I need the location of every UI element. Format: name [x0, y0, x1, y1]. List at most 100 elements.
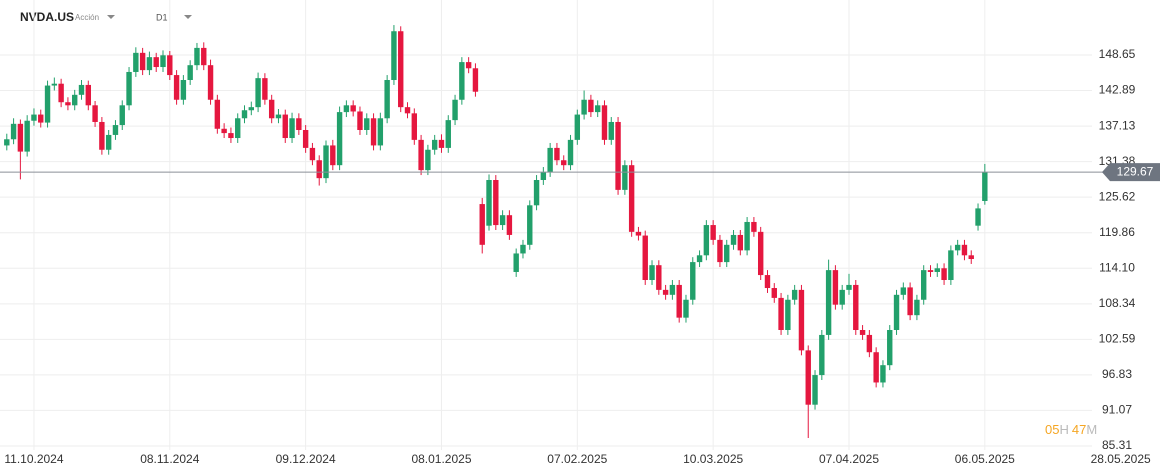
candle-body [954, 244, 961, 251]
candle-body [323, 145, 329, 179]
candle-body [445, 120, 451, 148]
candle-body [880, 365, 886, 383]
candle-body [268, 99, 275, 119]
candle-body [85, 84, 91, 106]
candle-body [493, 180, 499, 226]
candle-body [832, 270, 839, 305]
y-tick-label: 102.59 [1099, 331, 1136, 345]
candle-body [594, 105, 601, 113]
y-tick-label: 148.65 [1099, 47, 1136, 61]
x-tick-label: 28.05.2025 [1091, 452, 1151, 466]
candle-body [370, 118, 377, 146]
candle-body [139, 52, 146, 71]
candle-body [561, 160, 567, 166]
candle-body [221, 128, 227, 134]
countdown: 05H 47M [1045, 422, 1097, 437]
candle-body [153, 57, 159, 68]
candle-body [622, 165, 628, 190]
candle-body [235, 118, 241, 139]
candle-body [900, 287, 907, 295]
candle-body [791, 289, 798, 300]
candle-body [146, 57, 153, 71]
candle-body [404, 107, 411, 114]
candle-body [112, 125, 119, 135]
candle-body [567, 139, 574, 166]
candle-body [58, 83, 64, 103]
candle-body [255, 78, 261, 108]
timeframe-dropdown[interactable] [184, 15, 192, 19]
candle-body [520, 244, 526, 254]
candle-body [615, 121, 621, 190]
candle-body [472, 68, 479, 92]
candle-body [24, 120, 30, 152]
x-tick-label: 06.05.2025 [955, 452, 1015, 466]
candle-body [99, 121, 105, 150]
candle-body [391, 31, 397, 81]
candle-body [825, 270, 832, 335]
candle-body [425, 149, 431, 171]
candle-body [724, 244, 730, 263]
candle-body [948, 250, 954, 280]
candle-body [608, 121, 614, 140]
candle-body [17, 123, 24, 152]
candle-body [438, 139, 445, 148]
y-tick-label: 108.34 [1099, 296, 1136, 310]
candle-body [398, 31, 404, 108]
candle-body [853, 284, 859, 330]
y-tick-label: 119.86 [1099, 225, 1135, 239]
candle-body [757, 231, 764, 276]
candle-body [119, 105, 125, 126]
candle-body [465, 62, 472, 69]
candle-body [669, 284, 676, 295]
candle-body [920, 270, 927, 300]
candle-body [431, 139, 438, 150]
candle-body [764, 275, 771, 289]
candle-body [4, 139, 10, 146]
candle-body [628, 165, 635, 232]
candle-body [574, 114, 581, 140]
candle-body [201, 47, 207, 66]
candle-body [527, 205, 533, 245]
candle-body [744, 221, 750, 251]
candle-body [554, 147, 560, 161]
x-tick-label: 08.01.2025 [411, 452, 471, 466]
candle-body [65, 102, 71, 106]
candle-body [350, 105, 356, 112]
x-tick-label: 11.10.2024 [4, 452, 63, 466]
symbol-dropdown[interactable] [107, 15, 115, 19]
candle-body [696, 255, 703, 263]
candle-body [194, 47, 200, 66]
candle-body [479, 204, 485, 245]
candle-body [51, 83, 58, 86]
candle-body [248, 107, 255, 111]
candle-body [452, 99, 458, 121]
candle-body [961, 244, 968, 256]
candle-body [289, 118, 295, 139]
countdown-hours-unit: H [1059, 422, 1068, 437]
candle-body [133, 52, 139, 72]
y-tick-label: 85.31 [1102, 438, 1132, 452]
candle-body [282, 114, 288, 139]
candle-body [540, 171, 547, 180]
candle-body [914, 299, 920, 316]
candle-body [717, 239, 723, 263]
candle-body [771, 288, 777, 298]
candle-body [296, 118, 302, 130]
x-tick-label: 07.04.2025 [819, 452, 879, 466]
candle-body [968, 255, 974, 260]
x-tick-label: 08.11.2024 [140, 452, 199, 466]
candle-body [10, 123, 17, 140]
candle-body [812, 375, 818, 405]
x-tick-label: 10.03.2025 [683, 452, 743, 466]
candle-body [187, 65, 193, 80]
candle-body [357, 111, 363, 130]
candle-body [907, 287, 913, 316]
candle-body [241, 110, 248, 119]
candle-body [160, 55, 166, 68]
candle-body [486, 180, 492, 226]
candle-body [411, 113, 418, 140]
candle-body [690, 262, 696, 300]
candle-body [126, 71, 132, 106]
candle-body [778, 297, 784, 330]
